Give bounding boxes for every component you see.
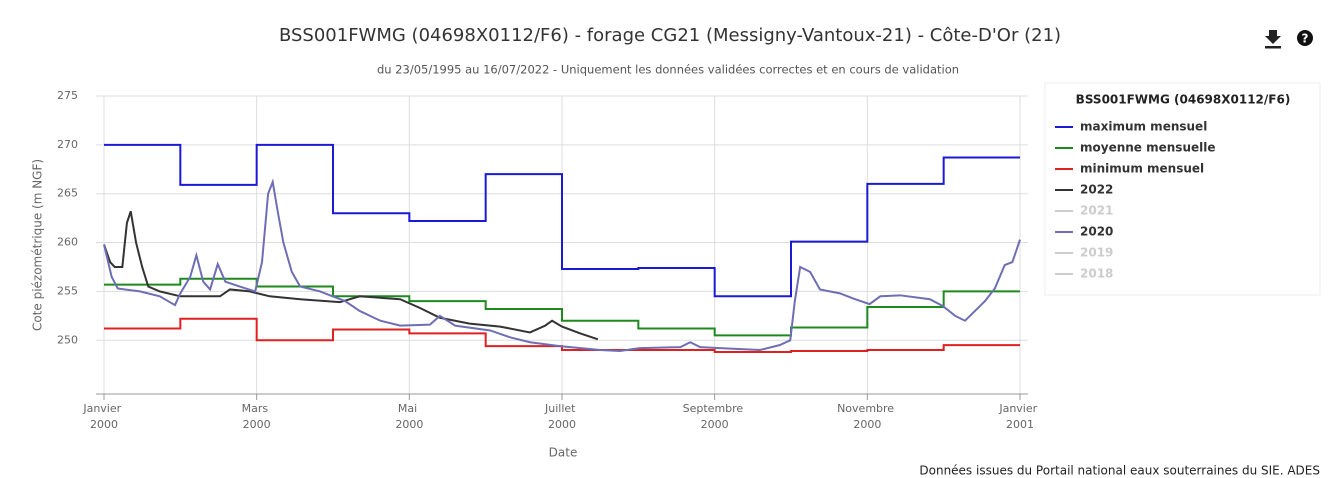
legend-label: 2018: [1080, 267, 1113, 281]
legend-label: 2021: [1080, 204, 1113, 218]
chart-title: BSS001FWMG (04698X0112/F6) - forage CG21…: [279, 25, 1061, 46]
x-tick-label: Janvier 2001: [998, 402, 1040, 431]
legend-box: [1044, 82, 1321, 296]
legend-label: 2022: [1080, 183, 1113, 197]
y-tick-label: 275: [57, 89, 78, 102]
download-icon[interactable]: [1265, 30, 1281, 49]
y-tick-label: 270: [57, 138, 78, 151]
x-axis-title: Date: [549, 446, 578, 460]
legend-label: 2020: [1080, 225, 1113, 239]
y-tick-label: 250: [57, 333, 78, 346]
svg-text:?: ?: [1302, 32, 1309, 46]
x-tick-label: Septembre 2000: [683, 402, 747, 431]
x-tick-label: Juillet 2000: [544, 402, 579, 431]
series-line: [103, 178, 1021, 353]
y-tick-label: 260: [57, 236, 78, 249]
help-icon[interactable]: ?: [1297, 30, 1313, 46]
series-line: [104, 143, 1020, 298]
x-tick-label: Janvier 2000: [82, 402, 124, 431]
x-tick-label: Mars 2000: [242, 402, 272, 431]
y-axis-title: Cote piézométrique (m NGF): [31, 159, 45, 331]
credit: Données issues du Portail national eaux …: [919, 464, 1320, 478]
x-tick-label: Novembre 2000: [837, 402, 897, 431]
x-tick-label: Mai 2000: [395, 402, 423, 431]
series-line: [103, 210, 599, 341]
legend-label: minimum mensuel: [1080, 162, 1204, 176]
y-tick-label: 255: [57, 284, 78, 297]
legend-title: BSS001FWMG (04698X0112/F6): [1076, 93, 1291, 107]
legend-label: moyenne mensuelle: [1080, 141, 1216, 155]
chart-subtitle: du 23/05/1995 au 16/07/2022 - Uniquement…: [377, 63, 959, 77]
legend-label: maximum mensuel: [1080, 120, 1207, 134]
legend-label: 2019: [1080, 246, 1113, 260]
y-tick-label: 265: [57, 187, 78, 200]
